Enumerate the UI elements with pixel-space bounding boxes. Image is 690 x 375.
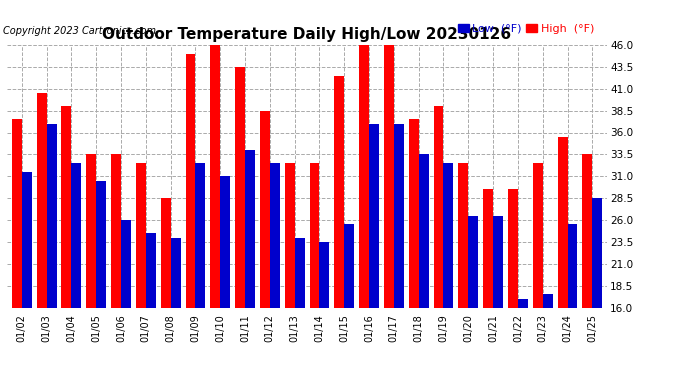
Bar (146, 233, 156, 308)
Bar (71, 163, 81, 308)
Bar (582, 154, 592, 308)
Bar (235, 67, 245, 308)
Bar (483, 189, 493, 308)
Bar (567, 224, 578, 308)
Bar (245, 150, 255, 308)
Bar (384, 45, 394, 308)
Bar (37, 93, 47, 308)
Bar (220, 176, 230, 308)
Bar (469, 216, 478, 308)
Bar (344, 224, 354, 308)
Bar (285, 163, 295, 308)
Bar (186, 54, 195, 307)
Bar (161, 198, 170, 308)
Bar (533, 163, 543, 308)
Bar (543, 294, 553, 307)
Bar (310, 163, 319, 308)
Bar (86, 154, 96, 308)
Bar (12, 119, 22, 308)
Bar (22, 172, 32, 308)
Bar (61, 106, 71, 307)
Bar (111, 154, 121, 308)
Bar (121, 220, 131, 308)
Bar (270, 163, 279, 308)
Bar (518, 299, 528, 307)
Title: Outdoor Temperature Daily High/Low 20230126: Outdoor Temperature Daily High/Low 20230… (103, 27, 511, 42)
Bar (136, 163, 146, 308)
Legend: Low  (°F), High  (°F): Low (°F), High (°F) (453, 19, 599, 38)
Bar (210, 45, 220, 308)
Bar (508, 189, 518, 308)
Bar (394, 124, 404, 308)
Bar (96, 181, 106, 308)
Bar (419, 154, 428, 308)
Bar (592, 198, 602, 308)
Bar (458, 163, 469, 308)
Text: Copyright 2023 Cartronics.com: Copyright 2023 Cartronics.com (3, 26, 157, 36)
Bar (444, 163, 453, 308)
Bar (260, 111, 270, 308)
Bar (369, 124, 379, 308)
Bar (195, 163, 206, 308)
Bar (558, 137, 567, 308)
Bar (319, 242, 329, 308)
Bar (433, 106, 444, 307)
Bar (295, 237, 304, 308)
Bar (408, 119, 419, 308)
Bar (170, 237, 181, 308)
Bar (359, 45, 369, 308)
Bar (493, 216, 503, 308)
Bar (47, 124, 57, 308)
Bar (335, 76, 344, 307)
